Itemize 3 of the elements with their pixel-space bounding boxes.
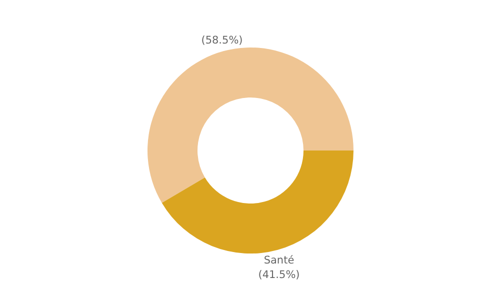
slice-label: Santé [264,254,294,267]
data-label: (58.5%) [201,34,243,46]
data-label: (41.5%) [258,269,300,282]
